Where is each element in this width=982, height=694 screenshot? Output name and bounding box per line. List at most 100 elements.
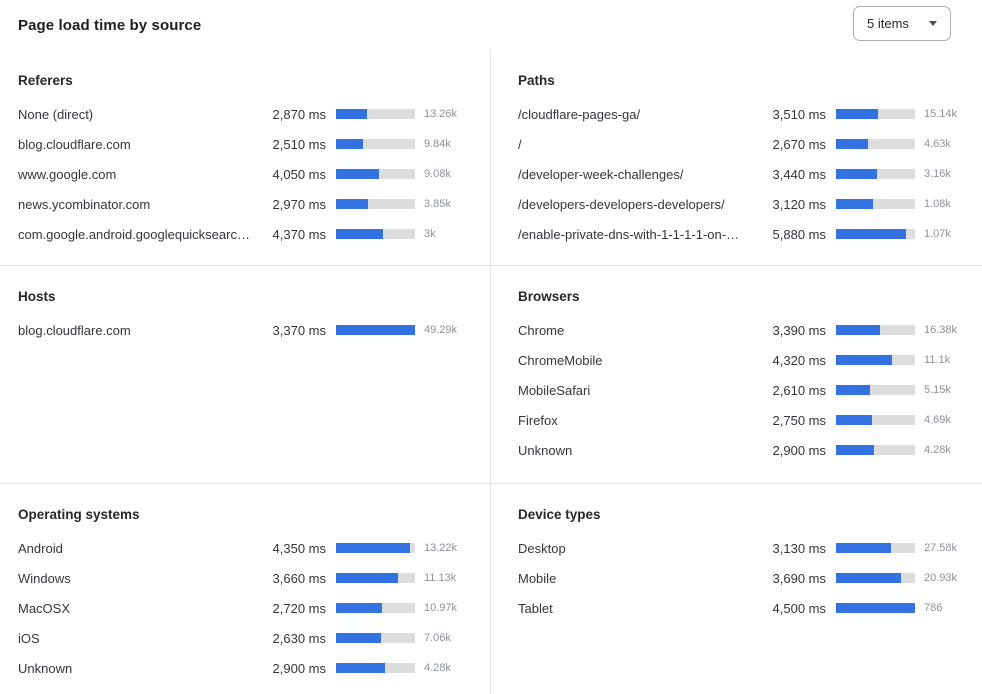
metric-row[interactable]: Unknown 2,900 ms 4.28k (518, 435, 970, 465)
row-ms-value: 3,130 ms (772, 540, 826, 556)
row-ms-value: 3,370 ms (272, 322, 326, 338)
row-label: com.google.android.googlequicksearc… (18, 226, 250, 242)
row-count: 10.97k (424, 602, 458, 614)
row-bar (336, 633, 415, 643)
metric-row[interactable]: MobileSafari 2,610 ms 5.15k (518, 375, 970, 405)
row-bar-fill (336, 325, 415, 335)
panel-title: Hosts (18, 289, 56, 304)
metric-row[interactable]: / 2,670 ms 4.63k (518, 129, 970, 159)
row-label: iOS (18, 630, 40, 646)
row-bar-fill (836, 229, 907, 239)
metric-row[interactable]: news.ycombinator.com 2,970 ms 3.85k (18, 189, 470, 219)
row-label: Firefox (518, 412, 558, 428)
row-count: 4.28k (924, 444, 951, 456)
metric-row[interactable]: Tablet 4,500 ms 786 (518, 593, 970, 623)
metric-row[interactable]: None (direct) 2,870 ms 13.26k (18, 99, 470, 129)
row-ms-value: 4,050 ms (272, 166, 326, 182)
row-count: 4.28k (424, 662, 451, 674)
metric-row[interactable]: Mobile 3,690 ms 20.93k (518, 563, 970, 593)
row-label: Tablet (518, 600, 553, 616)
row-ms-value: 3,510 ms (772, 106, 826, 122)
row-bar-fill (336, 139, 363, 149)
row-count: 3.85k (424, 198, 451, 210)
row-count: 20.93k (924, 572, 958, 584)
row-ms-value: 2,610 ms (772, 382, 826, 398)
row-bar-fill (836, 199, 874, 209)
row-label: /cloudflare-pages-ga/ (518, 106, 641, 122)
row-bar (336, 139, 415, 149)
row-bar-fill (336, 169, 380, 179)
items-count-dropdown[interactable]: 5 items (853, 6, 951, 41)
panel-title: Device types (518, 507, 601, 522)
metric-row[interactable]: /developer-week-challenges/3,440 ms 3.16k (518, 159, 970, 189)
metric-row[interactable]: blog.cloudflare.com 3,370 ms 49.29k (18, 315, 470, 345)
metric-row[interactable]: Chrome 3,390 ms 16.38k (518, 315, 970, 345)
metric-row[interactable]: /developers-developers-developers/3,120 … (518, 189, 970, 219)
row-ms-value: 2,900 ms (772, 442, 826, 458)
panel-rows: Desktop 3,130 ms 27.58k Mobile 3,690 ms 20.93… (518, 533, 970, 623)
panel-paths: Paths /cloudflare-pages-ga/3,510 ms 15.14… (490, 50, 982, 265)
row-bar (836, 139, 915, 149)
metric-row[interactable]: Windows 3,660 ms 11.13k (18, 563, 470, 593)
row-ms-value: 3,440 ms (772, 166, 826, 182)
row-bar-fill (336, 199, 368, 209)
row-bar (836, 109, 915, 119)
row-bar (836, 355, 915, 365)
row-count: 13.26k (424, 108, 458, 120)
row-bar (336, 169, 415, 179)
row-bar-fill (836, 603, 915, 613)
row-bar (336, 199, 415, 209)
row-count: 1.08k (924, 198, 951, 210)
metric-row[interactable]: Android 4,350 ms 13.22k (18, 533, 470, 563)
row-ms-value: 2,750 ms (772, 412, 826, 428)
row-ms-value: 3,660 ms (272, 570, 326, 586)
panel-rows: None (direct) 2,870 ms 13.26k blog.cloudfla… (18, 99, 470, 249)
row-label: Unknown (18, 660, 73, 676)
row-label: Desktop (518, 540, 566, 556)
panel-rows: /cloudflare-pages-ga/3,510 ms 15.14k / 2,67… (518, 99, 970, 249)
row-ms-value: 2,970 ms (272, 196, 326, 212)
row-ms-value: 4,350 ms (272, 540, 326, 556)
widget-header: Page load time by source 5 items (0, 0, 982, 50)
panel-device-types: Device types Desktop 3,130 ms 27.58k Mobile… (490, 483, 982, 694)
row-bar-fill (836, 445, 874, 455)
panel-title: Paths (518, 73, 555, 88)
row-bar-fill (836, 385, 870, 395)
metric-row[interactable]: www.google.com 4,050 ms 9.08k (18, 159, 470, 189)
metric-row[interactable]: /enable-private-dns-with-1-1-1-1-on-… 5,8… (518, 219, 970, 249)
metric-row[interactable]: blog.cloudflare.com 2,510 ms 9.84k (18, 129, 470, 159)
row-count: 13.22k (424, 542, 458, 554)
row-count: 9.08k (424, 168, 451, 180)
metric-row[interactable]: Firefox 2,750 ms 4.69k (518, 405, 970, 435)
row-ms-value: 4,500 ms (772, 600, 826, 616)
metric-row[interactable]: iOS 2,630 ms 7.06k (18, 623, 470, 653)
row-label: MacOSX (18, 600, 71, 616)
row-count: 3k (424, 228, 436, 240)
row-bar-fill (336, 603, 383, 613)
row-ms-value: 5,880 ms (772, 226, 826, 242)
metric-row[interactable]: Desktop 3,130 ms 27.58k (518, 533, 970, 563)
row-bar (836, 603, 915, 613)
row-count: 16.38k (924, 324, 958, 336)
metric-row[interactable]: com.google.android.googlequicksearc… 4,37… (18, 219, 470, 249)
row-label: Chrome (518, 322, 565, 338)
metric-row[interactable]: ChromeMobile 4,320 ms 11.1k (518, 345, 970, 375)
row-count: 4.69k (924, 414, 951, 426)
row-count: 786 (924, 602, 943, 614)
row-ms-value: 2,870 ms (272, 106, 326, 122)
row-bar-fill (836, 169, 878, 179)
metric-row[interactable]: Unknown 2,900 ms 4.28k (18, 653, 470, 683)
metric-row[interactable]: MacOSX 2,720 ms 10.97k (18, 593, 470, 623)
row-count: 49.29k (424, 324, 458, 336)
row-count: 7.06k (424, 632, 451, 644)
row-bar-fill (836, 139, 868, 149)
chevron-down-icon (929, 21, 937, 26)
row-bar-fill (336, 229, 383, 239)
metric-row[interactable]: /cloudflare-pages-ga/3,510 ms 15.14k (518, 99, 970, 129)
row-ms-value: 2,900 ms (272, 660, 326, 676)
row-label: Windows (18, 570, 71, 586)
row-bar (836, 229, 915, 239)
row-bar (836, 169, 915, 179)
row-count: 4.63k (924, 138, 951, 150)
